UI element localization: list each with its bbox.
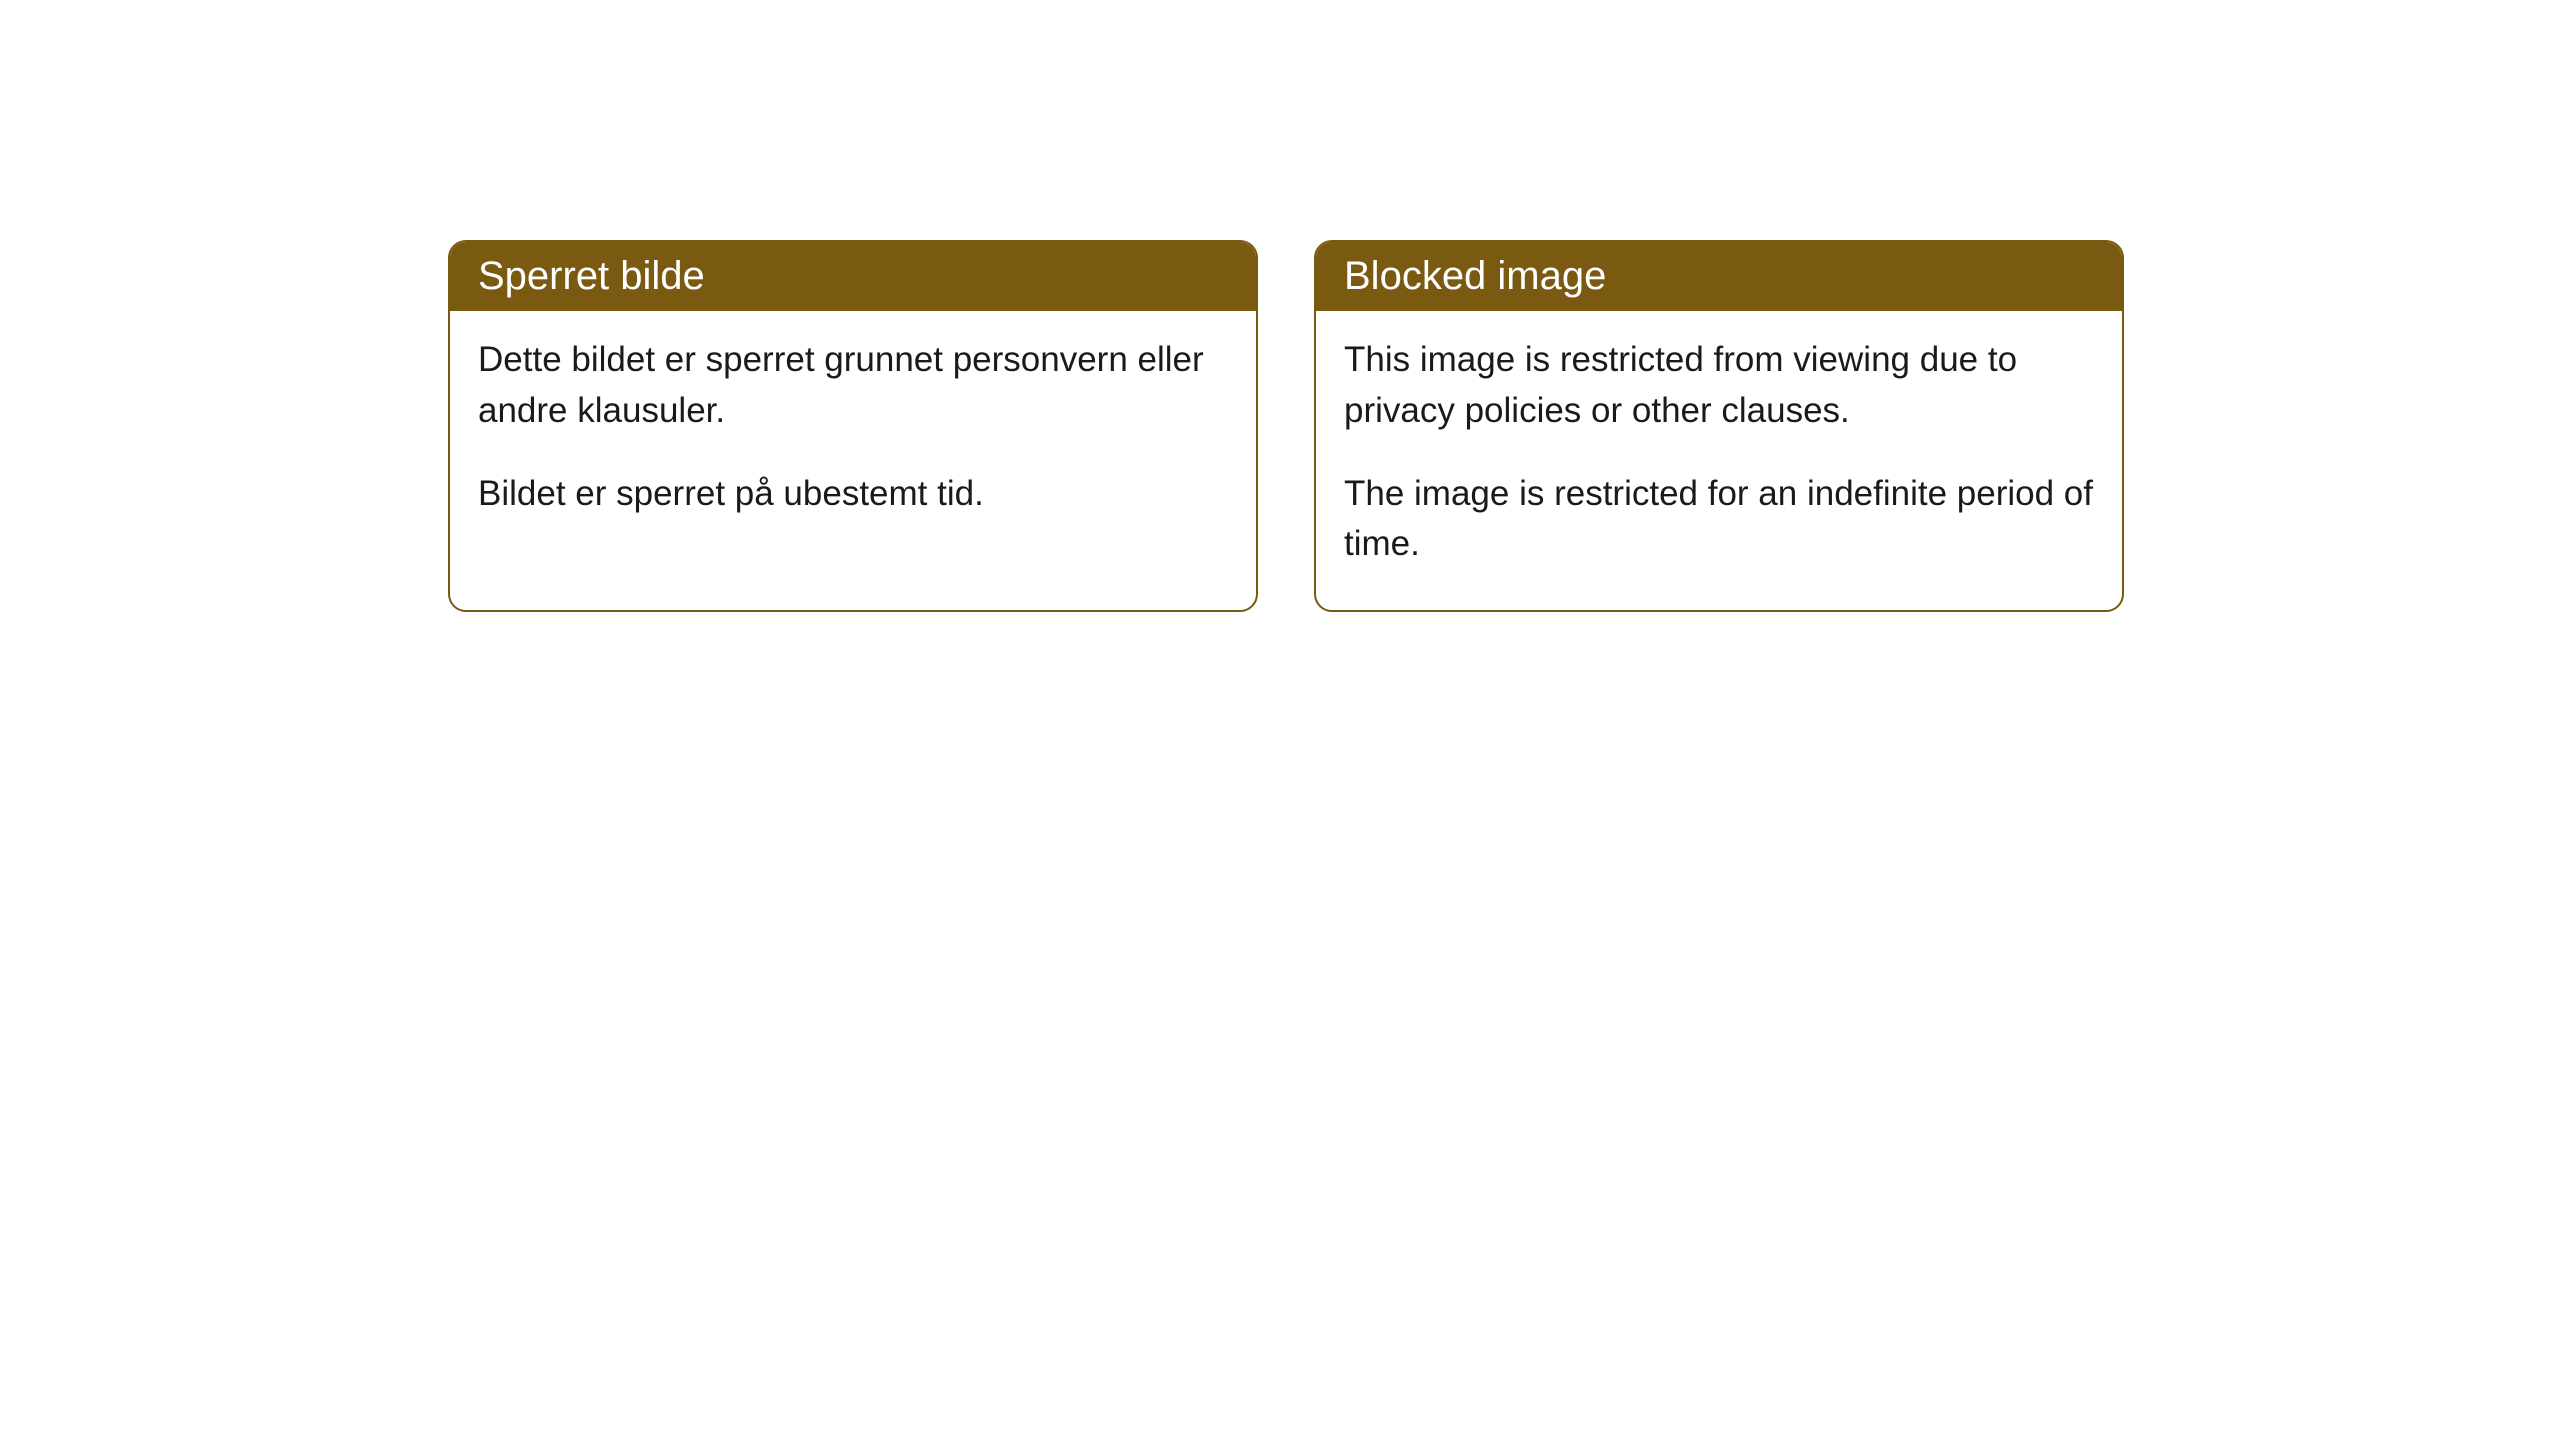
card-body-en: This image is restricted from viewing du…: [1316, 311, 2122, 610]
blocked-image-card-en: Blocked image This image is restricted f…: [1314, 240, 2124, 612]
card-paragraph-1-en: This image is restricted from viewing du…: [1344, 335, 2094, 437]
card-paragraph-2-en: The image is restricted for an indefinit…: [1344, 469, 2094, 571]
notice-container: Sperret bilde Dette bildet er sperret gr…: [448, 240, 2124, 612]
blocked-image-card-no: Sperret bilde Dette bildet er sperret gr…: [448, 240, 1258, 612]
card-body-no: Dette bildet er sperret grunnet personve…: [450, 311, 1256, 559]
card-title-en: Blocked image: [1316, 242, 2122, 311]
card-paragraph-2-no: Bildet er sperret på ubestemt tid.: [478, 469, 1228, 520]
card-title-no: Sperret bilde: [450, 242, 1256, 311]
card-paragraph-1-no: Dette bildet er sperret grunnet personve…: [478, 335, 1228, 437]
